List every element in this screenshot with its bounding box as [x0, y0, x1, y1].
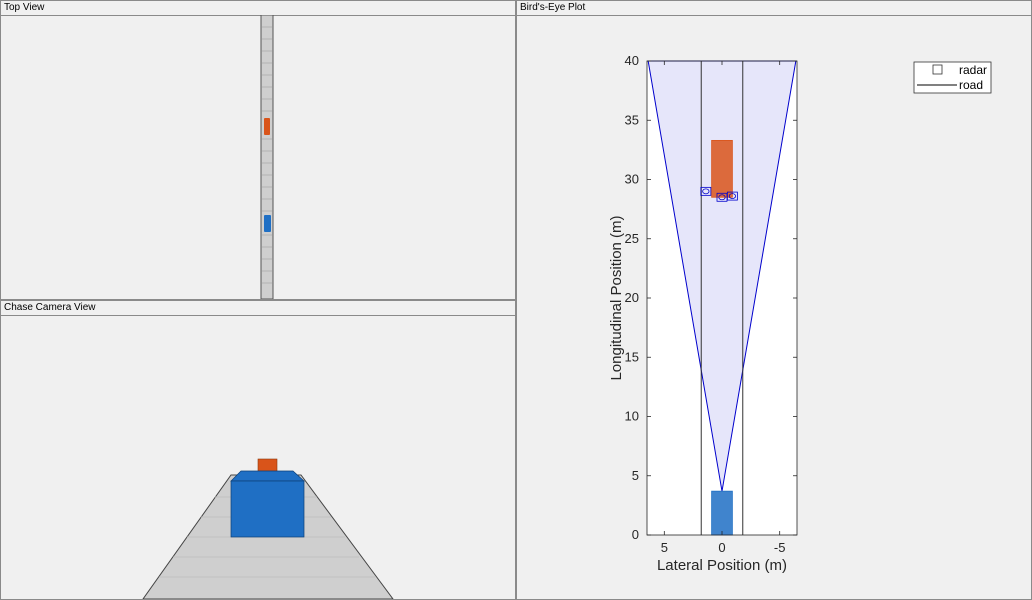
birds-eye-panel: Bird's-Eye Plot 0 5 10 15 20 25 30 35 40 5 0 -5 Lat…	[516, 0, 1032, 600]
x-axis-label: Lateral Position (m)	[657, 557, 787, 574]
legend: radar road	[913, 61, 992, 94]
radar-detection-ellipse-1	[718, 194, 726, 201]
ego-vehicle	[711, 490, 733, 536]
top-road-markings	[262, 26, 272, 284]
x-tick-label-2: -5	[774, 540, 786, 555]
top-view-canvas[interactable]	[1, 15, 515, 299]
top-view-panel: Top View	[0, 0, 516, 300]
y-tick-label-1: 5	[632, 468, 639, 483]
chase-camera-panel: Chase Camera View	[0, 300, 516, 600]
top-view-title: Top View	[1, 1, 515, 16]
legend-road-label: road	[959, 78, 983, 92]
top-ego-vehicle	[264, 215, 271, 232]
chase-lead-vehicle	[257, 458, 278, 472]
chase-view-title: Chase Camera View	[1, 301, 515, 316]
lead-vehicle	[711, 139, 733, 198]
legend-box	[913, 61, 992, 94]
y-tick-label-8: 40	[625, 53, 639, 68]
chase-camera-canvas[interactable]	[1, 315, 515, 599]
y-tick-label-2: 10	[625, 409, 639, 424]
y-tick-label-7: 35	[625, 112, 639, 127]
legend-radar-label: radar	[959, 63, 987, 77]
y-tick-label-6: 30	[625, 172, 639, 187]
top-road	[260, 15, 274, 299]
y-tick-label-3: 15	[625, 349, 639, 364]
top-lead-vehicle	[264, 118, 270, 135]
y-axis-label: Longitudinal Position (m)	[608, 215, 625, 380]
birds-eye-plot[interactable]: 0 5 10 15 20 25 30 35 40 5 0 -5 Lateral Position (m…	[517, 15, 1031, 599]
y-tick-label-0: 0	[632, 527, 639, 542]
radar-detection-ellipse-0	[702, 188, 710, 195]
bev-title: Bird's-Eye Plot	[517, 1, 1031, 16]
chase-ego-vehicle	[230, 470, 305, 538]
radar-detection-box-0	[700, 186, 712, 196]
x-tick-label-0: 5	[661, 540, 668, 555]
x-tick-label-1: 0	[718, 540, 725, 555]
y-tick-label-5: 25	[625, 231, 639, 246]
radar-detection-box-2	[726, 191, 738, 201]
y-tick-label-4: 20	[625, 290, 639, 305]
legend-radar-marker	[932, 64, 943, 75]
radar-detection-ellipse-2	[728, 193, 736, 199]
